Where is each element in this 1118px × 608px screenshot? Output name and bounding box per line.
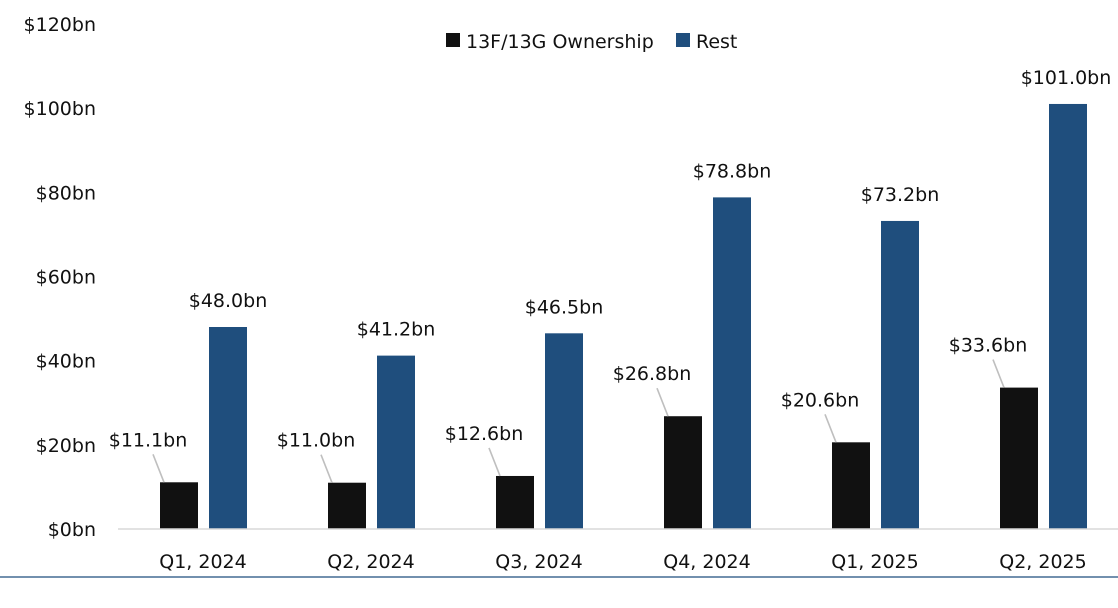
y-tick-label: $60bn [36,267,96,289]
data-label-ownership: $33.6bn [949,335,1028,357]
y-tick-label: $20bn [36,435,96,457]
y-tick-label: $80bn [36,182,96,204]
x-category-label: Q3, 2024 [495,551,582,573]
legend-label-rest: Rest [696,31,737,53]
legend-swatch-rest [676,33,690,47]
bar-rest [881,220,919,529]
data-label-ownership: $11.0bn [277,430,356,452]
leader-line [992,359,1005,388]
bar-ownership [328,482,366,529]
plot-area: $48.0bn $11.1bn $41.2bn $11.0bn $46.5bn $12.6… [109,67,1112,529]
x-category-label: Q4, 2024 [663,551,750,573]
bar-rest [209,327,247,529]
bar-ownership [1000,387,1038,529]
bar-ownership [664,416,702,529]
leader-line [656,387,669,417]
x-category-label: Q1, 2024 [159,551,246,573]
legend-label-ownership: 13F/13G Ownership [466,31,654,53]
data-label-ownership: $11.1bn [109,429,188,451]
data-label-ownership: $20.6bn [781,389,860,411]
legend-swatch-ownership [446,33,460,47]
y-axis: $0bn $20bn $40bn $60bn $80bn $100bn $120bn [24,14,96,541]
x-axis: Q1, 2024 Q2, 2024 Q3, 2024 Q4, 2024 Q1, 2025… [159,551,1086,573]
bar-rest [1049,103,1087,529]
y-tick-label: $100bn [24,98,96,120]
data-label-rest: $48.0bn [189,290,268,312]
data-label-rest: $41.2bn [357,319,436,341]
x-category-label: Q1, 2025 [831,551,918,573]
leader-line [152,453,165,483]
y-tick-label: $0bn [48,519,96,541]
bar-rest [713,197,751,529]
legend: 13F/13G Ownership Rest [446,31,737,53]
y-tick-label: $120bn [24,14,96,36]
bar-rest [377,355,415,529]
data-label-rest: $73.2bn [861,184,940,206]
leader-line [488,447,501,477]
data-label-ownership: $12.6bn [445,423,524,445]
leader-line [320,454,333,484]
bar-rest [545,333,583,529]
y-tick-label: $40bn [36,351,96,373]
leader-line [824,414,837,443]
data-label-rest: $78.8bn [693,160,772,182]
data-label-rest: $46.5bn [525,296,604,318]
x-category-label: Q2, 2024 [327,551,414,573]
data-label-rest: $101.0bn [1021,67,1112,89]
bar-ownership [496,475,534,529]
x-category-label: Q2, 2025 [999,551,1086,573]
bar-ownership [160,482,198,529]
bar-ownership [832,442,870,529]
data-label-ownership: $26.8bn [613,363,692,385]
